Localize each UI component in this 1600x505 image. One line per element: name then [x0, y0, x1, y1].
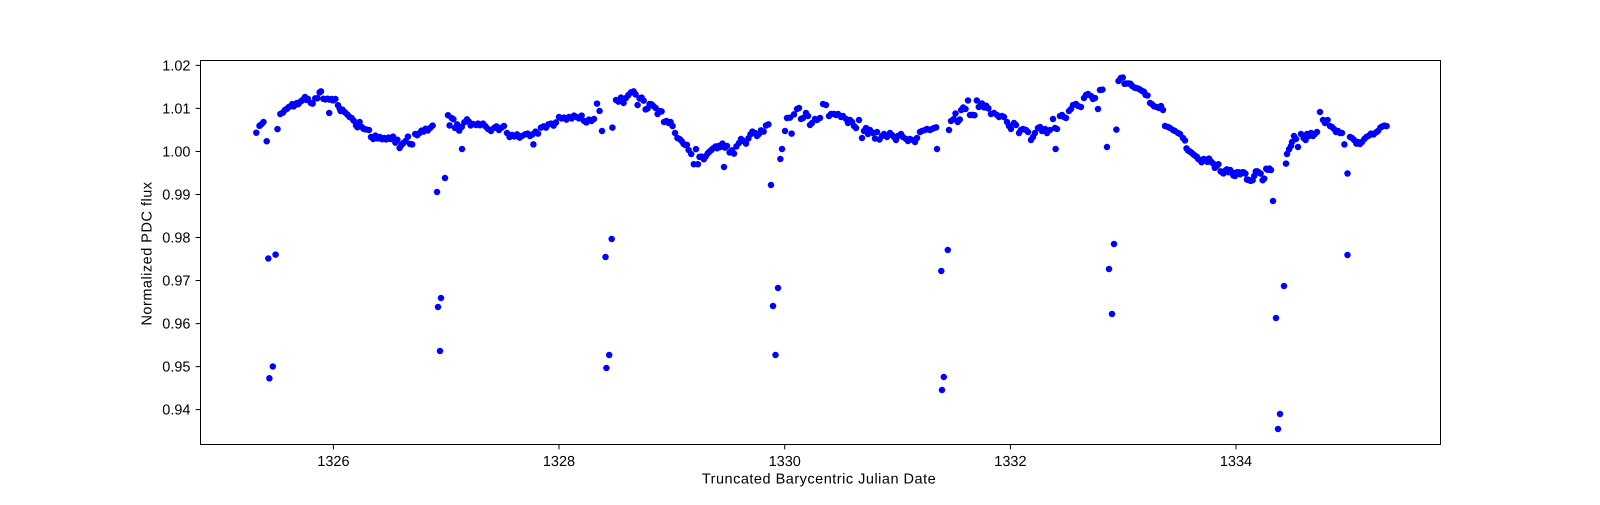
svg-text:0.94: 0.94 — [162, 403, 190, 419]
svg-text:1.01: 1.01 — [162, 101, 190, 117]
svg-text:1.02: 1.02 — [162, 58, 190, 74]
svg-text:1.00: 1.00 — [162, 144, 190, 160]
svg-text:0.99: 0.99 — [162, 187, 190, 203]
svg-text:0.96: 0.96 — [162, 317, 190, 333]
svg-text:0.98: 0.98 — [162, 230, 190, 246]
svg-text:0.97: 0.97 — [162, 273, 190, 289]
svg-text:1334: 1334 — [1220, 454, 1252, 470]
svg-text:Normalized PDC flux: Normalized PDC flux — [139, 181, 155, 325]
svg-text:0.95: 0.95 — [162, 360, 190, 376]
svg-text:1328: 1328 — [543, 454, 575, 470]
svg-text:1330: 1330 — [769, 454, 801, 470]
svg-text:Truncated Barycentric Julian D: Truncated Barycentric Julian Date — [702, 472, 936, 488]
svg-text:1326: 1326 — [317, 454, 349, 470]
svg-text:1332: 1332 — [994, 454, 1026, 470]
